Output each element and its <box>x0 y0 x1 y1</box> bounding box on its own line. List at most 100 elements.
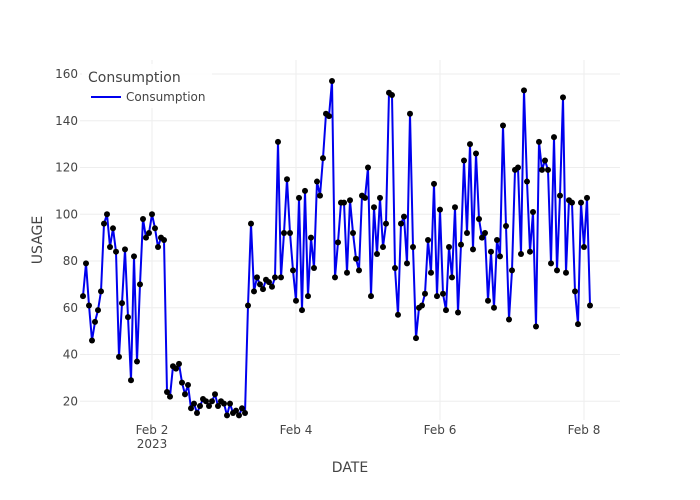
data-point[interactable] <box>215 402 221 409</box>
data-point[interactable] <box>83 260 89 267</box>
data-point[interactable] <box>308 234 314 241</box>
data-point[interactable] <box>152 225 158 232</box>
data-point[interactable] <box>419 302 425 309</box>
data-point[interactable] <box>305 293 311 300</box>
data-point[interactable] <box>167 393 173 400</box>
data-point[interactable] <box>317 192 323 199</box>
data-point[interactable] <box>122 246 128 253</box>
data-point[interactable] <box>485 297 491 304</box>
data-point[interactable] <box>545 166 551 173</box>
data-point[interactable] <box>113 248 119 255</box>
data-point[interactable] <box>449 274 455 281</box>
data-point[interactable] <box>173 365 179 372</box>
data-point[interactable] <box>149 211 155 218</box>
data-point[interactable] <box>194 409 200 416</box>
data-point[interactable] <box>161 237 167 243</box>
data-point[interactable] <box>401 213 407 220</box>
data-point[interactable] <box>116 353 122 360</box>
data-point[interactable] <box>260 286 266 293</box>
data-point[interactable] <box>335 239 341 246</box>
data-point[interactable] <box>452 204 458 211</box>
data-point[interactable] <box>272 274 278 281</box>
data-point[interactable] <box>155 244 161 251</box>
data-point[interactable] <box>575 321 581 328</box>
data-point[interactable] <box>137 281 143 288</box>
data-point[interactable] <box>89 337 95 344</box>
data-point[interactable] <box>266 279 272 286</box>
data-point[interactable] <box>221 400 227 407</box>
data-point[interactable] <box>434 293 440 300</box>
data-point[interactable] <box>380 244 386 251</box>
data-point[interactable] <box>80 293 86 300</box>
data-point[interactable] <box>182 391 188 398</box>
data-point[interactable] <box>437 206 443 213</box>
data-point[interactable] <box>242 409 248 416</box>
data-point[interactable] <box>290 267 296 274</box>
data-point[interactable] <box>101 220 107 227</box>
data-point[interactable] <box>503 222 509 229</box>
data-point[interactable] <box>446 244 452 251</box>
data-point[interactable] <box>86 302 92 309</box>
data-point[interactable] <box>365 164 371 171</box>
data-point[interactable] <box>374 251 380 258</box>
data-point[interactable] <box>527 248 533 255</box>
data-point[interactable] <box>422 290 428 297</box>
data-point[interactable] <box>431 180 437 187</box>
data-point[interactable] <box>458 241 464 248</box>
data-point[interactable] <box>497 253 503 260</box>
data-point[interactable] <box>461 157 467 164</box>
data-point[interactable] <box>530 208 536 215</box>
data-point[interactable] <box>236 412 242 419</box>
data-point[interactable] <box>404 260 410 267</box>
data-point[interactable] <box>191 400 197 407</box>
data-point[interactable] <box>557 192 563 199</box>
data-point[interactable] <box>203 398 209 405</box>
data-point[interactable] <box>578 199 584 206</box>
data-point[interactable] <box>269 283 275 290</box>
data-point[interactable] <box>362 194 368 201</box>
data-point[interactable] <box>104 211 110 218</box>
data-point[interactable] <box>281 229 287 236</box>
data-point[interactable] <box>326 113 332 120</box>
data-point[interactable] <box>395 311 401 318</box>
data-point[interactable] <box>188 405 194 412</box>
data-point[interactable] <box>554 267 560 274</box>
data-point[interactable] <box>581 244 587 251</box>
data-point[interactable] <box>320 155 326 162</box>
data-point[interactable] <box>284 176 290 183</box>
data-point[interactable] <box>299 307 305 314</box>
data-point[interactable] <box>371 204 377 211</box>
data-point[interactable] <box>185 381 191 388</box>
data-point[interactable] <box>164 388 170 395</box>
data-point[interactable] <box>140 215 146 222</box>
data-point[interactable] <box>413 335 419 342</box>
data-point[interactable] <box>125 314 131 321</box>
data-point[interactable] <box>410 244 416 251</box>
data-point[interactable] <box>356 267 362 274</box>
data-point[interactable] <box>428 269 434 276</box>
data-point[interactable] <box>287 229 293 236</box>
data-point[interactable] <box>143 234 149 241</box>
data-point[interactable] <box>95 307 101 314</box>
data-point[interactable] <box>293 297 299 304</box>
data-point[interactable] <box>368 293 374 300</box>
data-point[interactable] <box>248 220 254 227</box>
data-point[interactable] <box>347 197 353 204</box>
data-point[interactable] <box>476 215 482 222</box>
data-point[interactable] <box>212 391 218 398</box>
data-point[interactable] <box>98 288 104 295</box>
data-point[interactable] <box>245 302 251 309</box>
data-point[interactable] <box>548 260 554 267</box>
data-point[interactable] <box>302 187 308 194</box>
data-point[interactable] <box>482 229 488 236</box>
data-point[interactable] <box>128 377 134 384</box>
data-point[interactable] <box>353 255 359 262</box>
data-point[interactable] <box>341 199 347 206</box>
data-point[interactable] <box>572 288 578 295</box>
data-point[interactable] <box>110 225 116 232</box>
data-point[interactable] <box>587 302 593 309</box>
data-point[interactable] <box>542 157 548 164</box>
data-point[interactable] <box>521 87 527 94</box>
data-point[interactable] <box>311 265 317 272</box>
data-point[interactable] <box>332 274 338 281</box>
